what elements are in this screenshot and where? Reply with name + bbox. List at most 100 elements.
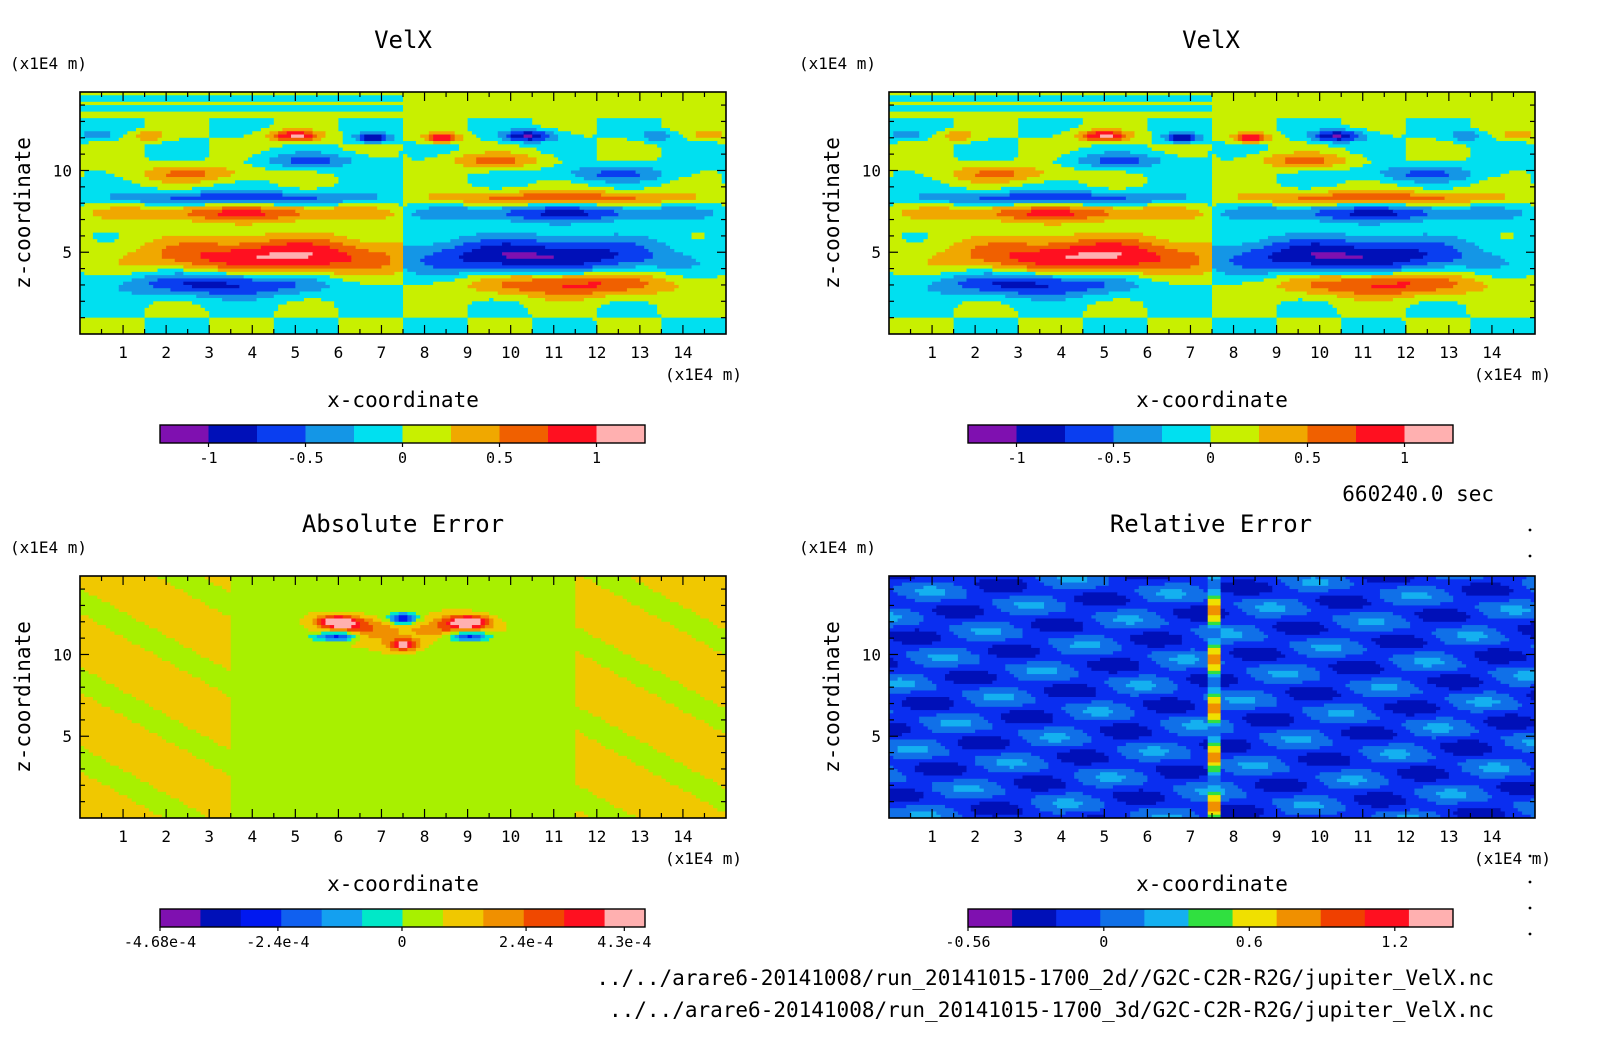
colorbar: -4.68e-4 -2.4e-4 0 2.4e-4 4.3e-4 [124,908,651,951]
x-tick-label: 13 [630,827,649,846]
colorbar-tick-label: 0.5 [1294,449,1321,467]
x-tick-label: 2 [161,827,171,846]
y-tick-label: 5 [871,243,881,262]
colorbar-tick-label: -1 [1007,449,1025,467]
colorbar-tick-label: 1 [592,449,601,467]
x-tick-label: 4 [247,827,257,846]
x-unit-label: (x1E4 m) [1474,365,1551,384]
colorbar-tick-label: 0 [397,933,406,951]
panel-title: Relative Error [1110,510,1312,538]
y-tick-label: 5 [871,727,881,746]
colorbar-swatch [1188,909,1234,927]
colorbar-swatch [1356,425,1405,443]
colorbar-swatch [402,425,452,443]
panel-4: Relative Error(x1E4 m)1 2 3 4 5 6 7 8 9 10 11 12 13 1… [799,510,1551,951]
colorbar-swatch [1364,909,1410,927]
x-tick-label: 14 [673,827,692,846]
x-tick-label: 4 [1056,343,1066,362]
colorbar-swatch [483,909,525,927]
x-tick-label: 8 [1229,343,1239,362]
colorbar-swatch [257,425,306,443]
x-tick-label: 4 [1056,827,1066,846]
x-tick-label: 3 [204,827,214,846]
x-tick-label: 3 [204,343,214,362]
colorbar-swatch [402,909,444,927]
y-tick-label: 10 [862,645,881,664]
colorbar-tick-label: 0.5 [486,449,513,467]
contour-field [889,576,1535,818]
colorbar-swatch [1113,425,1163,443]
colorbar-tick-label: -2.4e-4 [246,933,309,951]
colorbar-swatch [968,425,1017,443]
colorbar-tick-label: -1 [199,449,217,467]
x-tick-label: 13 [1439,827,1458,846]
panel-title: VelX [1182,26,1240,54]
x-tick-label: 5 [1100,827,1110,846]
colorbar-tick-label: -0.5 [1095,449,1131,467]
colorbar-tick-label: 0 [1206,449,1215,467]
x-axis-label: x-coordinate [1136,872,1288,896]
colorbar-swatch [442,909,484,927]
x-tick-label: 7 [377,343,387,362]
x-tick-label: 4 [247,343,257,362]
y-axis-label: z-coordinate [11,137,35,289]
colorbar-swatch [160,425,209,443]
colorbar-tick-label: 2.4e-4 [499,933,553,951]
colorbar-swatch [1404,425,1454,443]
colorbar-swatch [604,909,646,927]
x-unit-label: (x1E4 m) [1474,849,1551,868]
x-axis-label: x-coordinate [327,872,479,896]
colorbar-swatch [1259,425,1308,443]
x-unit-label: (x1E4 m) [665,849,742,868]
y-axis-label: z-coordinate [820,137,844,289]
colorbar-swatch [1016,425,1066,443]
contour-field [80,92,726,334]
y-tick-label: 10 [862,161,881,180]
panel-title: Absolute Error [302,510,504,538]
x-tick-label: 12 [1396,827,1415,846]
x-tick-label: 13 [630,343,649,362]
x-tick-label: 7 [1186,343,1196,362]
colorbar-swatch [362,909,403,927]
y-unit-label: (x1E4 m) [10,538,87,557]
colorbar-swatch [160,909,201,927]
colorbar-tick-label: 4.3e-4 [597,933,651,951]
x-tick-label: 1 [118,343,128,362]
margin-dot [1528,880,1532,884]
x-tick-label: 9 [463,343,473,362]
colorbar-swatch [499,425,549,443]
panel-2: VelX(x1E4 m)1 2 3 4 5 6 7 8 9 10 11 12 13 14510(x1E4 … [799,26,1551,467]
x-tick-label: 9 [463,827,473,846]
margin-dot [1528,528,1532,532]
colorbar: -1 -0.5 0 0.5 1 [159,424,646,467]
colorbar-swatch [1100,909,1145,927]
contour-field [889,92,1535,334]
colorbar-tick-label: -0.56 [945,933,990,951]
colorbar-swatch [281,909,323,927]
colorbar-tick-label: 1.2 [1381,933,1408,951]
x-tick-label: 6 [334,343,344,362]
x-tick-label: 7 [377,827,387,846]
colorbar-tick-label: 1 [1400,449,1409,467]
y-axis-label: z-coordinate [820,621,844,773]
x-tick-label: 10 [501,827,520,846]
panel-title: VelX [374,26,432,54]
colorbar-tick-label: 0.6 [1236,933,1263,951]
colorbar-swatch [1320,909,1366,927]
x-tick-label: 1 [927,827,937,846]
y-tick-label: 10 [53,161,72,180]
panel-1: VelX(x1E4 m)1 2 3 4 5 6 7 8 9 10 11 12 13 14510(x1E4 … [10,26,742,467]
colorbar-swatch [1408,909,1454,927]
x-tick-label: 8 [1229,827,1239,846]
x-tick-label: 5 [1100,343,1110,362]
x-tick-label: 2 [970,827,980,846]
y-tick-label: 10 [53,645,72,664]
colorbar-swatch [1307,425,1357,443]
x-axis-label: x-coordinate [327,388,479,412]
x-tick-label: 11 [1353,343,1372,362]
x-tick-label: 12 [587,827,606,846]
colorbar-swatch [1162,425,1211,443]
x-tick-label: 3 [1013,343,1023,362]
colorbar-swatch [321,909,363,927]
x-tick-label: 9 [1272,343,1282,362]
